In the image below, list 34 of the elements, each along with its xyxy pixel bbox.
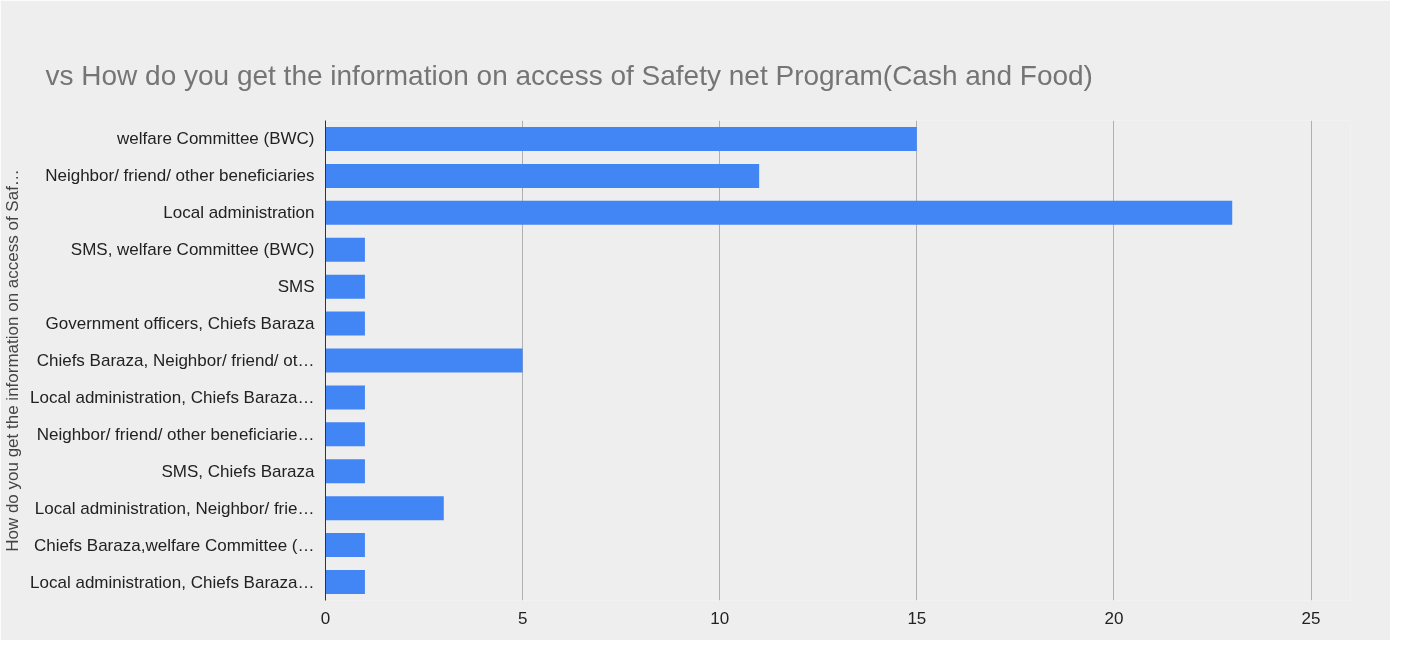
x-tick-label: 10 bbox=[710, 608, 730, 628]
bar bbox=[325, 200, 1233, 225]
bar bbox=[325, 126, 917, 151]
bar bbox=[325, 533, 365, 558]
bar bbox=[325, 496, 444, 521]
x-tick-label: 5 bbox=[517, 608, 528, 628]
y-tick-label: Chiefs Baraza, Neighbor/ friend/ ot… bbox=[36, 351, 315, 370]
y-tick-label: Local administration, Neighbor/ frie… bbox=[34, 498, 315, 518]
bar bbox=[325, 237, 365, 262]
bar bbox=[325, 274, 365, 299]
bar bbox=[325, 348, 523, 373]
bar bbox=[325, 163, 760, 188]
chart-title: vs How do you get the information on access of Safety net Program(Cash and Food) bbox=[45, 59, 1093, 91]
y-axis-title: How do you get the information on access of Saf… bbox=[3, 169, 23, 552]
y-tick-label: Local administration bbox=[163, 203, 315, 223]
x-tick-label: 25 bbox=[1301, 608, 1321, 628]
x-tick-label: 0 bbox=[320, 608, 331, 628]
bar bbox=[325, 459, 365, 484]
y-tick-label: Local administration, Chiefs Baraza… bbox=[30, 572, 315, 592]
bar bbox=[325, 385, 365, 410]
bar bbox=[325, 422, 365, 447]
bar bbox=[325, 311, 365, 336]
x-tick-label: 15 bbox=[907, 608, 927, 628]
y-tick-label: Neighbor/ friend/ other beneficiaries bbox=[45, 166, 315, 186]
y-tick-label: SMS bbox=[277, 277, 315, 297]
y-tick-label: Government officers, Chiefs Baraza bbox=[45, 314, 316, 334]
y-tick-label: SMS, Chiefs Baraza bbox=[161, 461, 316, 481]
y-tick-label: Neighbor/ friend/ other beneficiarie… bbox=[36, 424, 315, 444]
y-tick-label: Chiefs Baraza,welfare Committee (… bbox=[33, 535, 315, 555]
y-tick-label: welfare Committee (BWC) bbox=[116, 129, 315, 149]
bar bbox=[325, 570, 365, 595]
x-tick-label: 20 bbox=[1104, 608, 1124, 628]
y-tick-label: Local administration, Chiefs Baraza… bbox=[30, 387, 315, 407]
y-tick-label: SMS, welfare Committee (BWC) bbox=[70, 240, 315, 260]
